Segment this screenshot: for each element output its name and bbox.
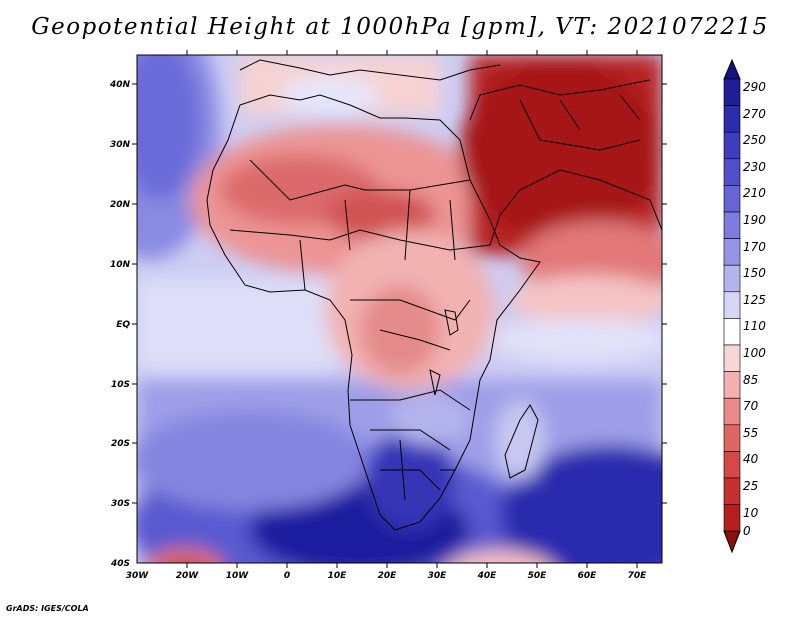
colorbar-swatch	[723, 424, 741, 452]
lat-label-40n: 40N	[109, 80, 131, 90]
height-field	[137, 55, 662, 563]
lon-label-30w: 30W	[126, 571, 150, 581]
colorbar-label: 125	[743, 293, 766, 307]
colorbar-swatch	[723, 78, 741, 106]
colorbar-label: 55	[743, 426, 758, 440]
lon-label-10e: 10E	[328, 571, 348, 581]
map-title: Geopotential Height at 1000hPa [gpm], VT…	[31, 14, 769, 40]
colorbar-label: 150	[743, 266, 766, 280]
lon-label-40e: 40E	[477, 571, 498, 581]
lat-label-20s: 20S	[111, 439, 130, 449]
colorbar-swatch	[723, 318, 741, 346]
colorbar-top-arrow	[723, 58, 741, 80]
colorbar-swatch	[723, 131, 741, 160]
colorbar-swatch	[723, 185, 741, 213]
colorbar-label: 290	[743, 80, 766, 94]
lat-label-10s: 10S	[111, 380, 130, 390]
coastlines	[206, 59, 662, 531]
colorbar-swatch	[723, 344, 741, 372]
colorbar-label: 170	[743, 240, 766, 254]
colorbar-label: 190	[743, 213, 766, 227]
colorbar-swatch	[723, 158, 741, 186]
colorbar-swatch	[723, 211, 741, 239]
lon-label-20w: 20W	[176, 571, 200, 581]
lon-label-60e: 60E	[578, 571, 598, 581]
colorbar-bottom-arrow	[723, 530, 741, 554]
colorbar-swatch	[723, 451, 741, 479]
colorbar-label: 210	[743, 186, 766, 200]
colorbar-swatch	[723, 105, 741, 133]
colorbar-label: 250	[743, 133, 766, 147]
colorbar-label: 0	[743, 524, 751, 538]
colorbar: 290 270 250 230 210 190 170 150 125 110 …	[723, 58, 766, 554]
colorbar-label: 40	[743, 452, 759, 466]
longitude-axis: 30W 20W 10W 0 10E 20E 30E 40E 50E 60E 70…	[126, 50, 647, 581]
lat-label-20n: 20N	[110, 200, 131, 210]
lat-label-40s: 40S	[110, 559, 130, 569]
lon-label-70e: 70E	[628, 571, 648, 581]
lon-label-10w: 10W	[226, 571, 250, 581]
lat-label-eq: EQ	[116, 320, 130, 330]
colorbar-label: 10	[743, 506, 759, 520]
colorbar-swatch	[723, 264, 741, 293]
colorbar-label: 230	[743, 160, 766, 174]
colorbar-swatch	[723, 291, 741, 319]
colorbar-label: 110	[743, 319, 766, 333]
lon-label-30e: 30E	[428, 571, 448, 581]
colorbar-label: 25	[743, 479, 758, 493]
colorbar-swatch	[723, 477, 741, 505]
latitude-axis: 40N 30N 20N 10N EQ 10S 20S 30S 40S	[109, 80, 667, 569]
colorbar-label: 270	[743, 107, 766, 121]
grads-credit: GrADS: IGES/COLA	[6, 604, 89, 613]
lat-label-10n: 10N	[110, 260, 131, 270]
colorbar-swatch	[723, 238, 741, 266]
colorbar-label: 100	[743, 346, 766, 360]
lon-label-50e: 50E	[528, 571, 548, 581]
colorbar-swatch	[723, 371, 741, 399]
lat-label-30s: 30S	[111, 499, 130, 509]
lon-label-20e: 20E	[378, 571, 398, 581]
colorbar-swatch	[723, 397, 741, 426]
colorbar-label: 70	[743, 399, 759, 413]
lat-label-30n: 30N	[110, 140, 131, 150]
colorbar-label: 85	[743, 373, 758, 387]
colorbar-swatch	[723, 504, 741, 532]
lon-label-0: 0	[284, 571, 290, 581]
map-frame	[136, 54, 663, 564]
